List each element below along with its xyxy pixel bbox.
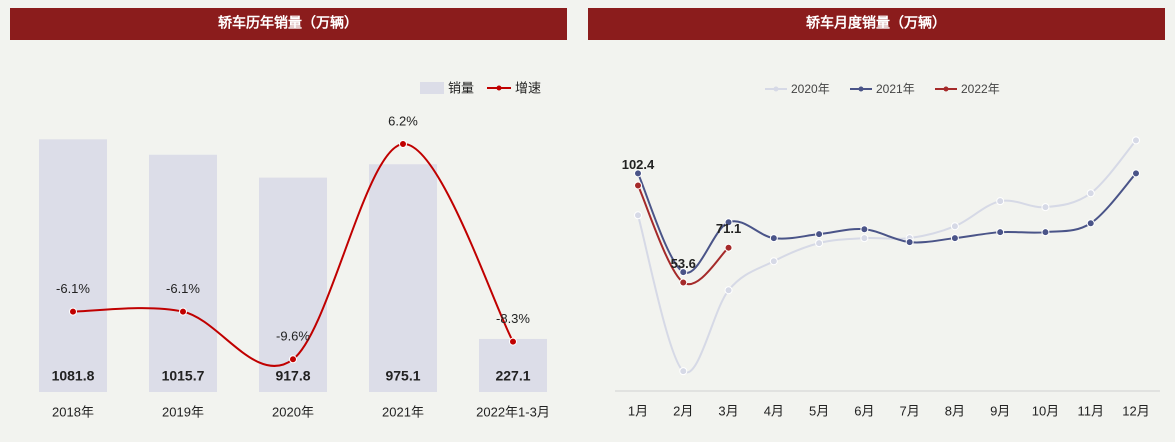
point <box>1132 169 1140 178</box>
x-tick-label: 3月 <box>718 403 738 418</box>
point <box>1132 136 1140 145</box>
data-label: -6.1% <box>56 281 90 296</box>
legend-label: 2020年 <box>791 82 830 96</box>
header <box>10 8 567 40</box>
point <box>1086 219 1095 228</box>
point <box>679 278 688 287</box>
point <box>996 197 1005 206</box>
point <box>634 211 642 220</box>
x-tick-label: 2月 <box>673 403 693 418</box>
point <box>179 307 187 316</box>
legend-label: 2022年 <box>961 82 1000 96</box>
legend-label: 2021年 <box>876 82 915 96</box>
point <box>724 243 733 252</box>
point <box>634 181 642 190</box>
point <box>724 218 733 227</box>
point <box>815 230 824 239</box>
point <box>289 355 297 364</box>
legend-swatch <box>773 86 779 92</box>
bar <box>149 154 217 392</box>
line <box>72 143 514 367</box>
x-tick-label: 2022年1-3月 <box>476 404 550 419</box>
x-tick-label: 4月 <box>764 403 784 418</box>
x-tick-label: 5月 <box>809 403 829 418</box>
point <box>509 337 517 346</box>
data-label: 102.4 <box>622 157 655 172</box>
x-tick-label: 2020年 <box>272 404 314 419</box>
bar-value-label: 1015.7 <box>162 368 205 384</box>
x-tick-label: 1月 <box>628 403 648 418</box>
x-tick-label: 9月 <box>990 403 1010 418</box>
point <box>769 257 778 266</box>
x-tick-label: 7月 <box>900 403 920 418</box>
bar-value-label: 227.1 <box>495 368 530 384</box>
x-tick-label: 10月 <box>1032 403 1059 418</box>
point <box>679 367 688 376</box>
bar <box>479 338 547 392</box>
x-tick-label: 6月 <box>854 403 874 418</box>
chart-title: 轿车月度销量（万辆） <box>806 15 946 31</box>
point <box>634 169 642 178</box>
point <box>69 307 77 316</box>
data-label: -9.6% <box>276 329 310 344</box>
point <box>1041 228 1050 237</box>
point <box>815 239 824 248</box>
x-tick-label: 2019年 <box>162 404 204 419</box>
point <box>860 234 869 243</box>
point <box>860 225 869 234</box>
legend-label: 增速 <box>515 80 541 95</box>
point <box>950 222 959 231</box>
chart-title: 轿车历年销量（万辆） <box>218 15 358 31</box>
bar-value-label: 1081.8 <box>52 368 95 384</box>
x-tick-label: 12月 <box>1122 403 1149 418</box>
data-label: 53.6 <box>671 256 696 271</box>
bar-value-label: 917.8 <box>275 368 310 384</box>
header <box>588 8 1165 40</box>
bar <box>369 164 437 392</box>
bar <box>39 139 107 392</box>
point <box>769 234 778 243</box>
point <box>950 234 959 243</box>
point <box>1041 203 1050 212</box>
data-label: 6.2% <box>388 113 418 128</box>
data-label: 71.1 <box>716 221 741 236</box>
x-tick-label: 8月 <box>945 403 965 418</box>
x-tick-label: 2021年 <box>382 404 424 419</box>
data-label: -6.1% <box>166 281 200 296</box>
point <box>679 268 688 277</box>
legend-swatch <box>420 82 444 94</box>
point <box>905 238 914 247</box>
x-tick-label: 2018年 <box>52 404 94 419</box>
point <box>399 140 407 149</box>
point <box>996 228 1005 237</box>
x-tick-label: 11月 <box>1077 403 1104 418</box>
data-label: -8.3% <box>496 311 530 326</box>
legend-label: 销量 <box>448 80 474 95</box>
legend-swatch <box>858 86 864 92</box>
point <box>724 286 733 295</box>
legend-swatch <box>496 85 502 91</box>
point <box>1086 189 1095 198</box>
bar-value-label: 975.1 <box>385 368 420 384</box>
legend-swatch <box>943 86 949 92</box>
